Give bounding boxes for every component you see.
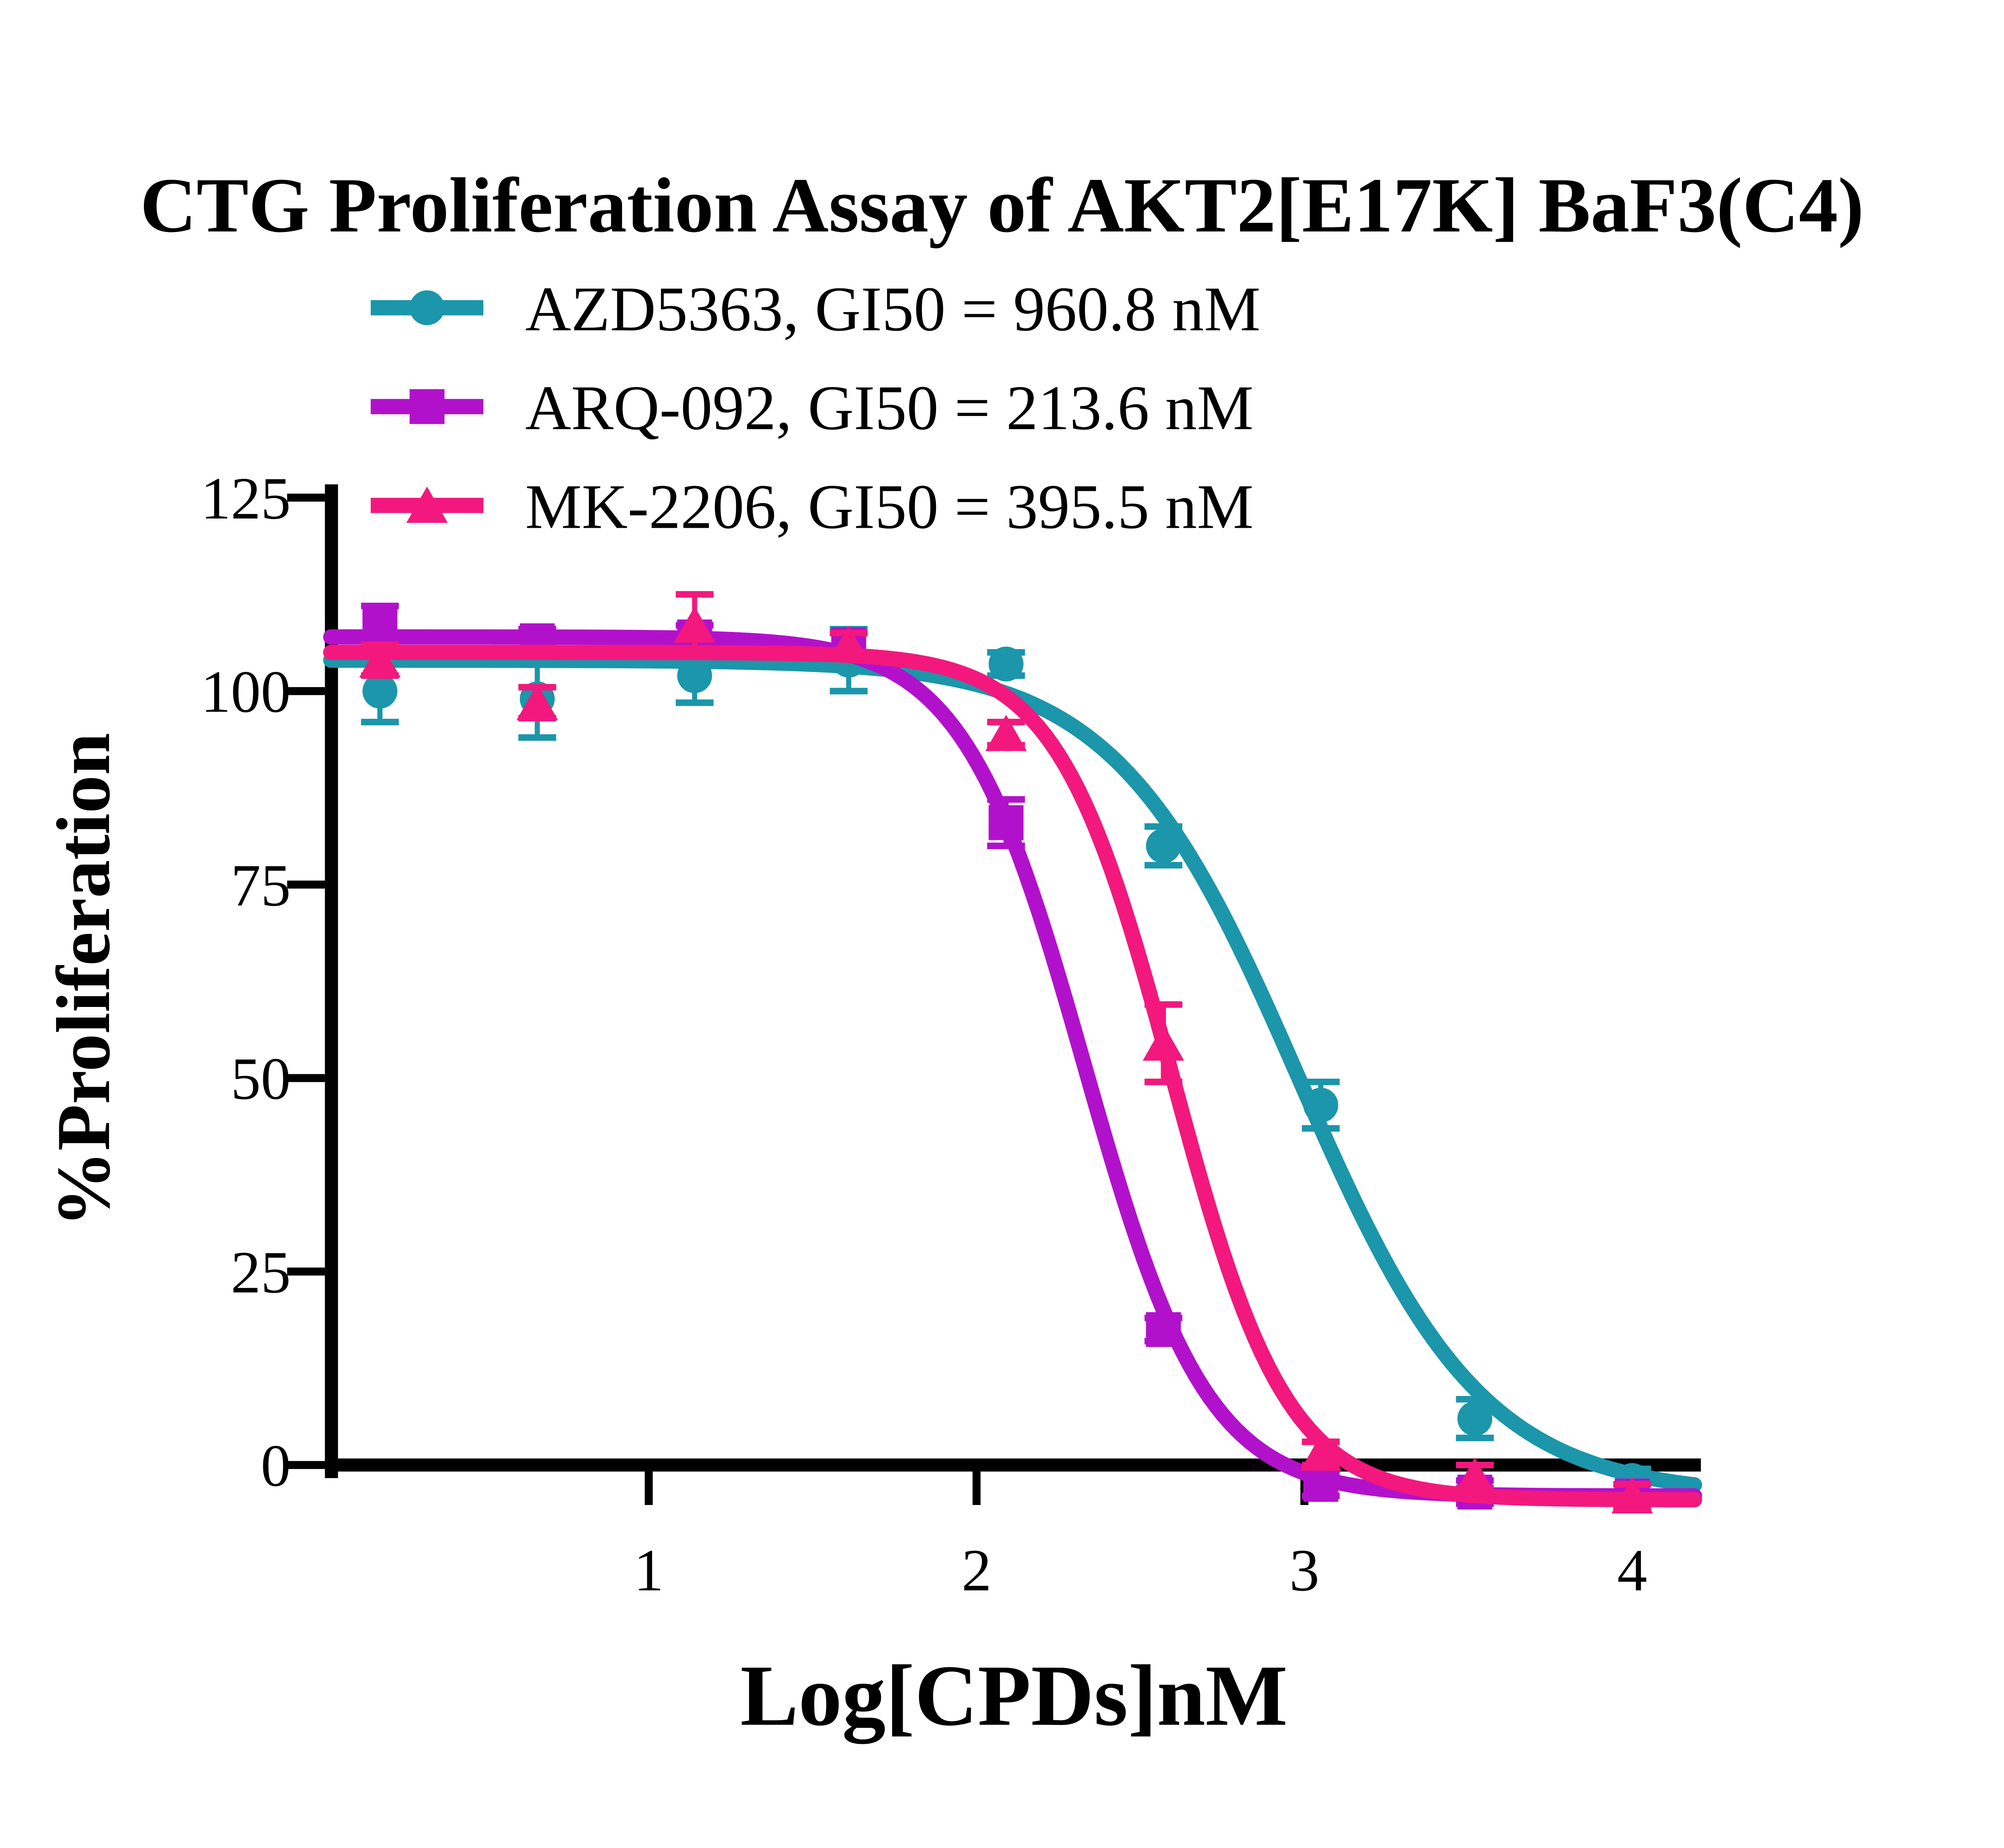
data-point-square xyxy=(988,805,1024,840)
x-tick-labels: 1 2 3 4 xyxy=(634,1537,1647,1604)
y-tick-mark xyxy=(287,1074,325,1082)
data-point-triangle xyxy=(1300,1434,1342,1471)
legend-label-azd5363: AZD5363, GI50 = 960.8 nM xyxy=(525,274,1261,344)
error-bar-cap-bottom xyxy=(675,699,714,706)
data-point-square xyxy=(1303,1467,1338,1502)
y-tick-125: 125 xyxy=(201,466,291,532)
error-bar-cap-bottom xyxy=(830,688,868,694)
series-curves-and-points xyxy=(323,591,1702,1513)
data-point-square xyxy=(362,608,398,643)
error-bar-cap-bottom xyxy=(1144,1078,1182,1085)
data-point-triangle xyxy=(1143,1024,1184,1061)
data-point-circle xyxy=(677,658,712,693)
data-point-triangle xyxy=(1611,1477,1653,1513)
data-point-triangle xyxy=(828,625,870,662)
data-point-triangle xyxy=(674,606,715,643)
error-bar-cap-top xyxy=(1144,1001,1182,1008)
fit-curve-arq-092 xyxy=(323,629,1702,1504)
x-tick-mark xyxy=(972,1471,981,1505)
legend-marker-square xyxy=(409,389,444,424)
data-point-circle xyxy=(1146,828,1181,863)
error-bar-cap-bottom xyxy=(1144,862,1182,869)
error-bar-cap-top xyxy=(1302,1078,1340,1085)
error-bar-cap-bottom xyxy=(987,842,1025,849)
fit-curve-azd5363 xyxy=(323,652,1702,1493)
error-bar-cap-top xyxy=(675,591,714,598)
fit-curve-mk-2206 xyxy=(323,645,1702,1507)
data-point-circle xyxy=(1457,1401,1493,1436)
y-tick-25: 25 xyxy=(231,1239,291,1305)
y-axis-title: %Proliferation xyxy=(41,733,126,1227)
x-axis-title: Log[CPDs]nM xyxy=(740,1648,1288,1744)
y-tick-mark xyxy=(287,493,325,502)
data-point-triangle xyxy=(1454,1458,1496,1494)
y-tick-mark xyxy=(287,1267,325,1276)
legend-marker-triangle xyxy=(406,486,448,523)
x-axis-line xyxy=(325,1458,1701,1472)
chart-title: CTG Proliferation Assay of AKT2[E17K] Ba… xyxy=(140,162,1864,249)
error-bar-cap-bottom xyxy=(675,653,714,660)
error-bar-cap-top xyxy=(987,796,1025,803)
y-tick-100: 100 xyxy=(201,659,291,725)
legend-marker-circle xyxy=(409,290,444,325)
data-point-triangle xyxy=(516,684,558,720)
y-tick-mark xyxy=(287,1461,325,1469)
y-tick-mark xyxy=(287,880,325,889)
y-tick-75: 75 xyxy=(231,853,291,919)
x-tick-4: 4 xyxy=(1617,1537,1647,1604)
y-tick-0: 0 xyxy=(261,1433,291,1499)
y-tick-mark xyxy=(287,687,325,695)
legend-label-mk2206: MK-2206, GI50 = 395.5 nM xyxy=(525,472,1253,542)
x-tick-1: 1 xyxy=(634,1537,664,1604)
legend-label-arq092: ARQ-092, GI50 = 213.6 nM xyxy=(525,373,1253,443)
y-tick-50: 50 xyxy=(231,1046,291,1112)
error-bar-cap-top xyxy=(1144,823,1182,830)
y-tick-labels: 125 100 75 50 25 0 xyxy=(201,466,291,1499)
series-azd5363 xyxy=(323,626,1702,1498)
legend: AZD5363, GI50 = 960.8 nM ARQ-092, GI50 =… xyxy=(525,274,1261,542)
series-mk-2206 xyxy=(323,591,1702,1513)
data-point-circle xyxy=(1303,1087,1338,1123)
error-bar-cap-bottom xyxy=(518,734,556,741)
error-bar-cap-bottom xyxy=(361,718,399,726)
x-tick-3: 3 xyxy=(1289,1537,1319,1604)
x-tick-mark xyxy=(644,1471,653,1505)
error-bar-cap-bottom xyxy=(1302,1125,1340,1132)
data-point-circle xyxy=(988,646,1024,682)
x-tick-2: 2 xyxy=(962,1537,992,1604)
data-point-triangle xyxy=(985,714,1027,751)
error-bar-cap-top xyxy=(361,603,399,609)
legend-markers xyxy=(370,290,484,523)
error-bar-cap-bottom xyxy=(1456,1434,1494,1441)
data-point-triangle xyxy=(359,641,401,678)
error-bar-cap-top xyxy=(1456,1396,1494,1403)
data-point-circle xyxy=(362,674,398,709)
data-point-square xyxy=(1146,1312,1181,1347)
